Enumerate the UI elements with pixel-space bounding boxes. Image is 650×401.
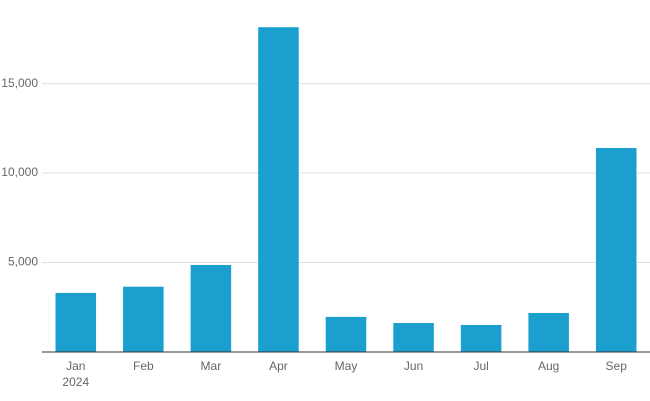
x-tick-label: Jan	[66, 359, 85, 373]
x-year-label: 2024	[62, 375, 89, 389]
x-tick-label: Feb	[133, 359, 154, 373]
x-tick-label: Apr	[269, 359, 288, 373]
bar	[460, 324, 502, 352]
bar	[325, 316, 367, 352]
x-tick-label: May	[335, 359, 358, 373]
x-tick-label: Jun	[404, 359, 423, 373]
x-tick-label: Sep	[606, 359, 628, 373]
y-tick-label: 10,000	[1, 165, 38, 179]
bar	[595, 148, 637, 352]
bar	[258, 27, 299, 353]
x-tick-label: Mar	[201, 359, 222, 373]
bar	[55, 292, 97, 352]
bar	[123, 286, 164, 352]
bar	[190, 265, 232, 352]
y-tick-label: 15,000	[1, 76, 38, 90]
bar	[393, 323, 434, 352]
x-tick-label: Jul	[473, 359, 488, 373]
x-tick-label: Aug	[538, 359, 559, 373]
bar	[528, 312, 569, 352]
y-tick-label: 5,000	[8, 255, 38, 269]
